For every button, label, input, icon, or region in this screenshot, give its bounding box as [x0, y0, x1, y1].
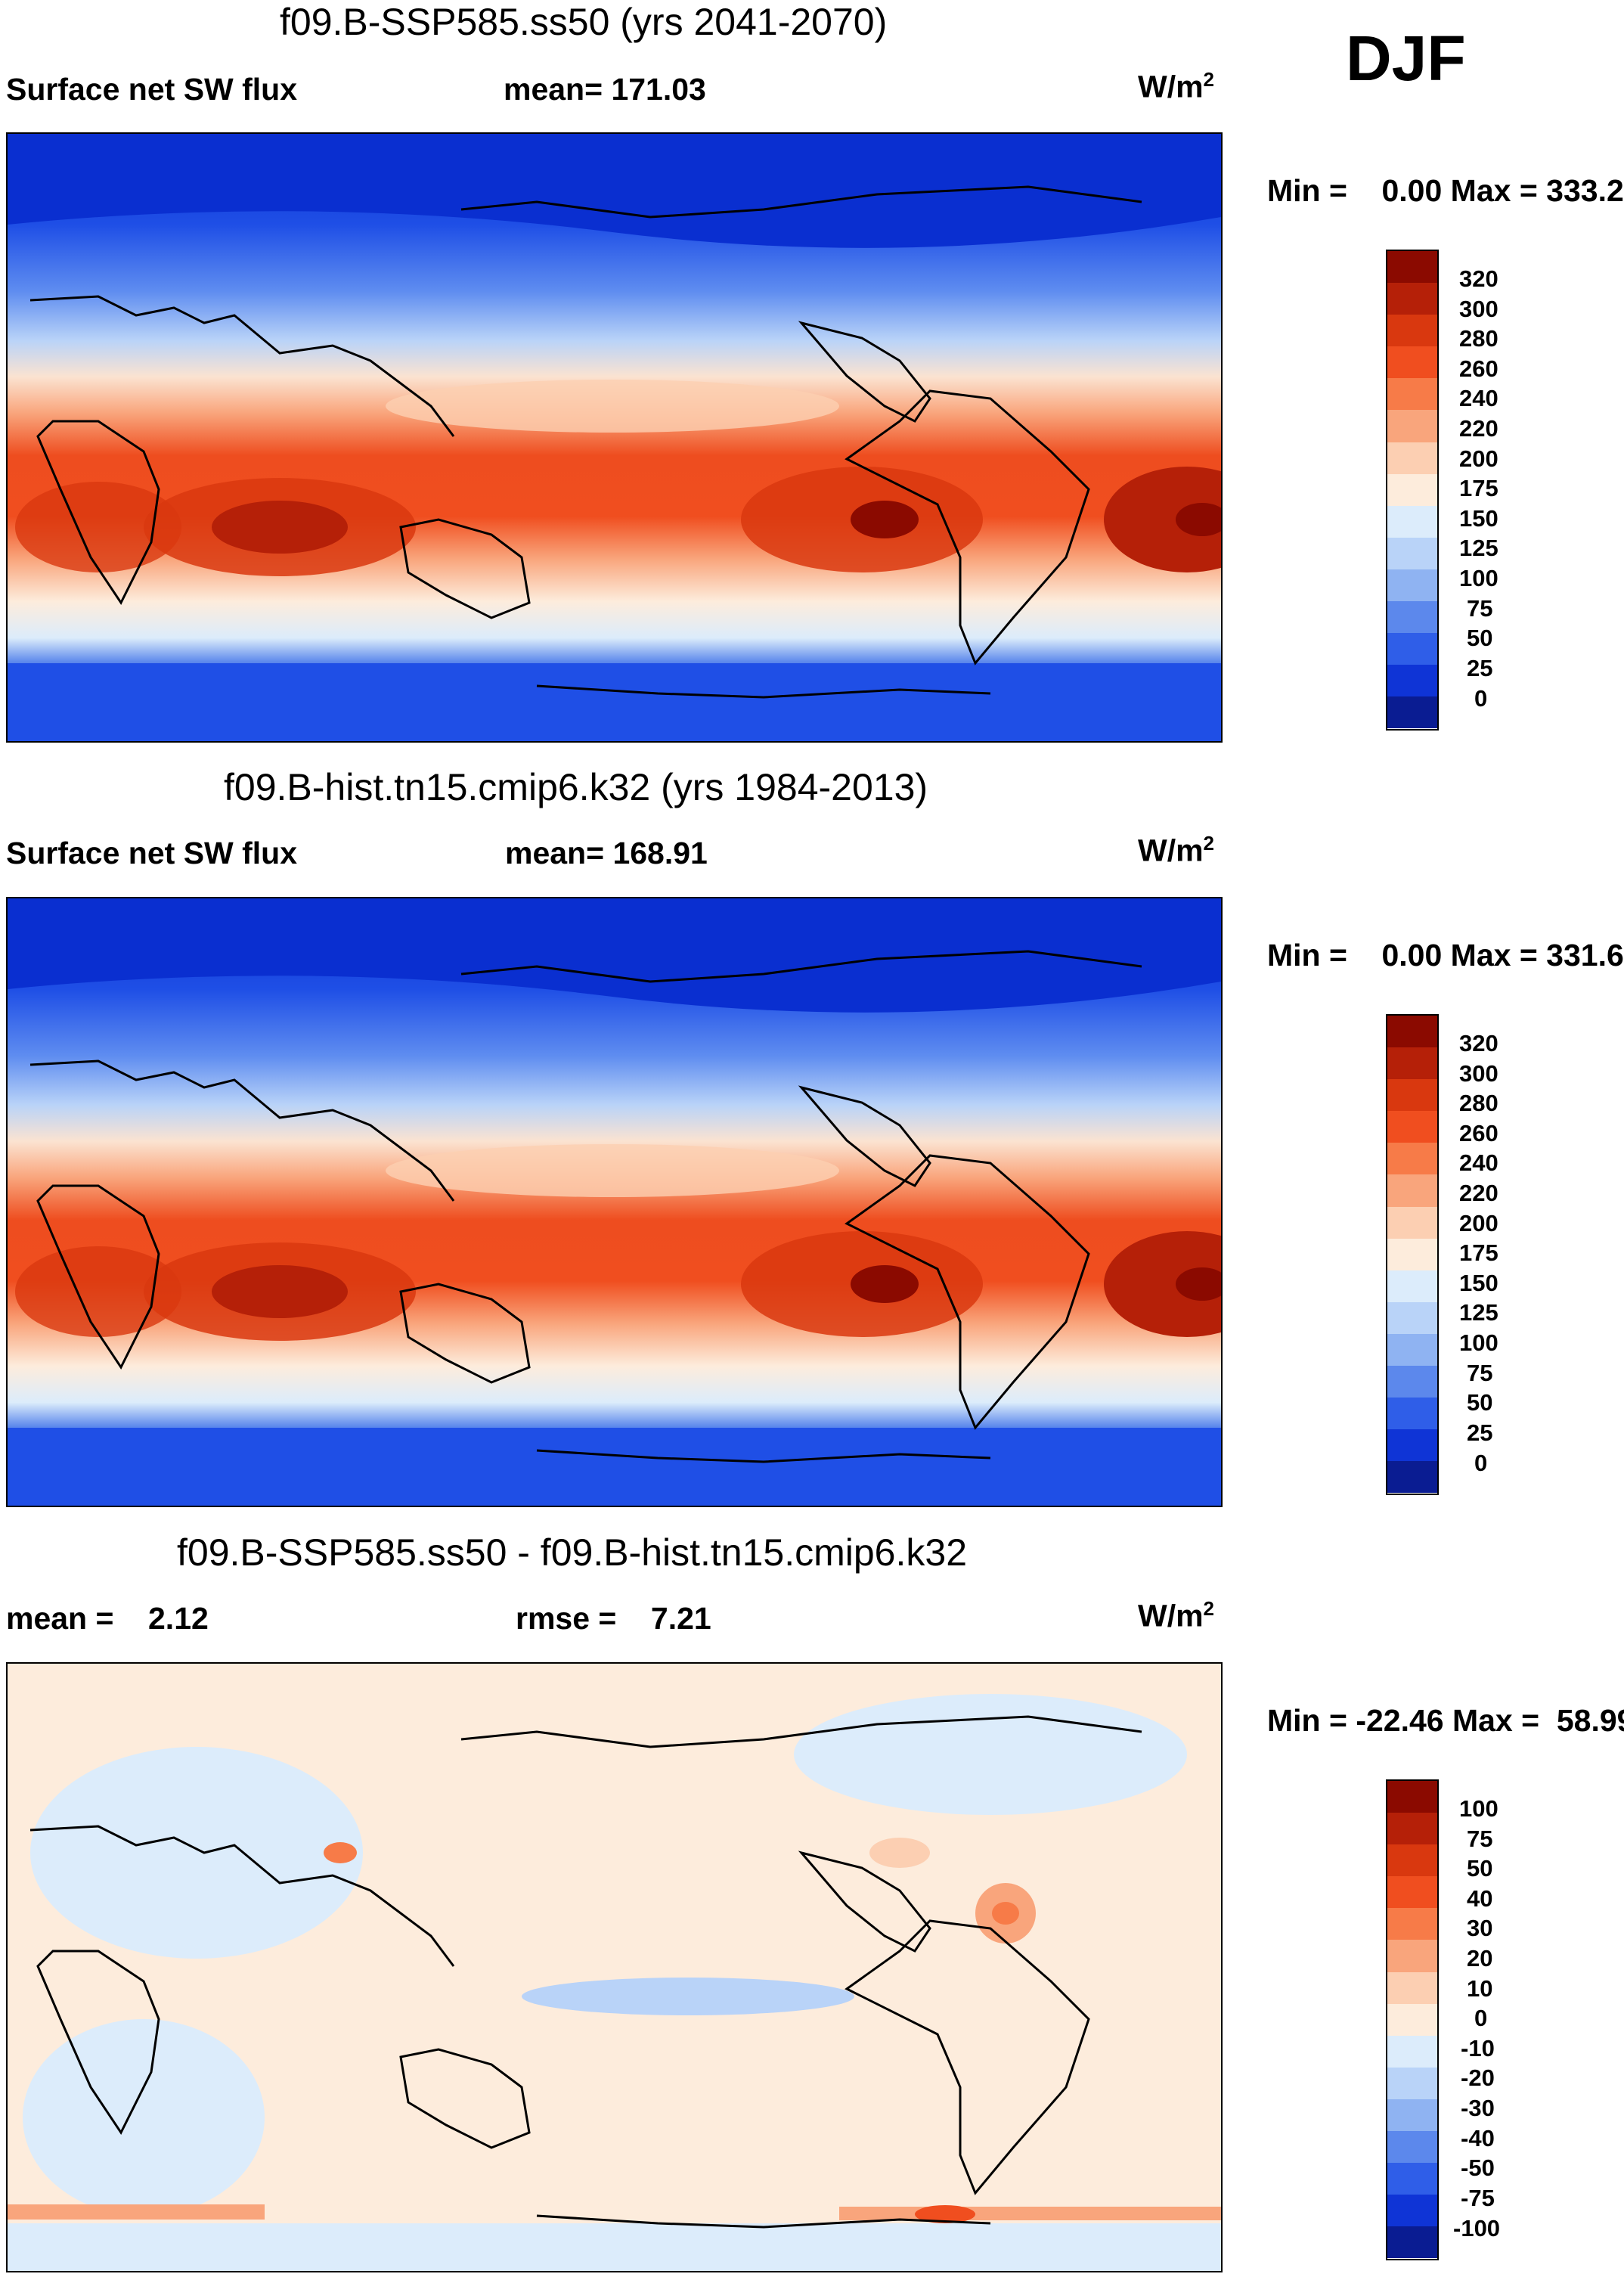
colorbar-tick: 220: [1459, 415, 1498, 442]
colorbar-tick: 320: [1459, 1030, 1498, 1056]
units-label: W/m2: [1138, 832, 1215, 868]
colorbar-tick: 260: [1459, 1120, 1498, 1146]
colorbar-tick: 0: [1474, 1450, 1488, 1476]
variable-label: Surface net SW flux: [6, 836, 298, 870]
colorbar-tick: 75: [1467, 1826, 1493, 1852]
units-label: W/m2: [1138, 68, 1215, 104]
panel-title: f09.B-SSP585.ss50 (yrs 2041-2070): [280, 1, 888, 43]
colorbar-tick: -30: [1461, 2095, 1495, 2121]
colorbar-tick: 150: [1459, 1270, 1498, 1296]
rmse-label: rmse = 7.21: [516, 1601, 711, 1636]
colorbar-tick: 50: [1467, 625, 1493, 651]
colorbar-tick: -75: [1461, 2185, 1495, 2211]
mean-label: mean= 171.03: [504, 72, 706, 107]
colorbar-tick: 50: [1467, 1855, 1493, 1881]
mean-label: mean= 168.91: [505, 836, 708, 870]
colorbar-tick: 0: [1474, 2005, 1488, 2031]
colorbar-tick: 25: [1467, 655, 1493, 681]
mean-label: mean = 2.12: [6, 1601, 209, 1636]
colorbar-tick: 220: [1459, 1180, 1498, 1206]
colorbar-tick: 300: [1459, 296, 1498, 322]
colorbar-tick: 320: [1459, 265, 1498, 292]
colorbar-tick: 25: [1467, 1419, 1493, 1446]
colorbar-tick: 240: [1459, 385, 1498, 411]
colorbar-tick: 240: [1459, 1149, 1498, 1176]
colorbar-future: [1386, 250, 1439, 731]
min-max-label: Min = -22.46 Max = 58.99: [1267, 1703, 1624, 1738]
contour-map: [8, 134, 1221, 741]
panel-title: f09.B-SSP585.ss50 - f09.B-hist.tn15.cmip…: [177, 1531, 967, 1574]
colorbar-tick: 20: [1467, 1945, 1493, 1971]
colorbar-tick: 10: [1467, 1975, 1493, 2002]
panel-title: f09.B-hist.tn15.cmip6.k32 (yrs 1984-2013…: [224, 766, 928, 808]
colorbar-historical: [1386, 1014, 1439, 1495]
colorbar-tick: 175: [1459, 1239, 1498, 1266]
colorbar-tick: 125: [1459, 1299, 1498, 1326]
map-panel-difference: [6, 1662, 1223, 2272]
min-max-label: Min = 0.00 Max = 331.69: [1267, 938, 1624, 973]
contour-map: [8, 898, 1221, 1506]
colorbar-tick: -100: [1453, 2215, 1501, 2241]
variable-label: Surface net SW flux: [6, 72, 298, 107]
colorbar-tick: 280: [1459, 325, 1498, 352]
colorbar-tick: 150: [1459, 505, 1498, 532]
map-panel-historical: [6, 897, 1223, 1507]
colorbar-tick: 280: [1459, 1090, 1498, 1116]
colorbar-tick: -20: [1461, 2065, 1495, 2091]
colorbar-tick: 100: [1459, 1795, 1498, 1822]
colorbar-tick: 100: [1459, 565, 1498, 591]
colorbar-tick: 30: [1467, 1915, 1493, 1941]
colorbar-tick: 40: [1467, 1885, 1493, 1912]
colorbar-tick: -10: [1461, 2035, 1495, 2061]
colorbar-tick: 175: [1459, 475, 1498, 501]
colorbar-tick: 300: [1459, 1060, 1498, 1087]
colorbar-tick: 200: [1459, 445, 1498, 472]
colorbar-tick: 260: [1459, 355, 1498, 382]
season-label: DJF: [1346, 23, 1466, 94]
colorbar-tick: -50: [1461, 2154, 1495, 2181]
units-label: W/m2: [1138, 1597, 1215, 1633]
colorbar-difference: [1386, 1779, 1439, 2260]
colorbar-tick: 75: [1467, 595, 1493, 622]
colorbar-tick: 0: [1474, 685, 1488, 712]
min-max-label: Min = 0.00 Max = 333.27: [1267, 173, 1624, 208]
map-panel-future: [6, 132, 1223, 743]
colorbar-tick: 200: [1459, 1210, 1498, 1236]
colorbar-tick: 50: [1467, 1389, 1493, 1416]
colorbar-tick: 75: [1467, 1360, 1493, 1386]
contour-map: [8, 1664, 1221, 2271]
colorbar-tick: 125: [1459, 535, 1498, 561]
colorbar-tick: 100: [1459, 1329, 1498, 1356]
colorbar-tick: -40: [1461, 2125, 1495, 2151]
